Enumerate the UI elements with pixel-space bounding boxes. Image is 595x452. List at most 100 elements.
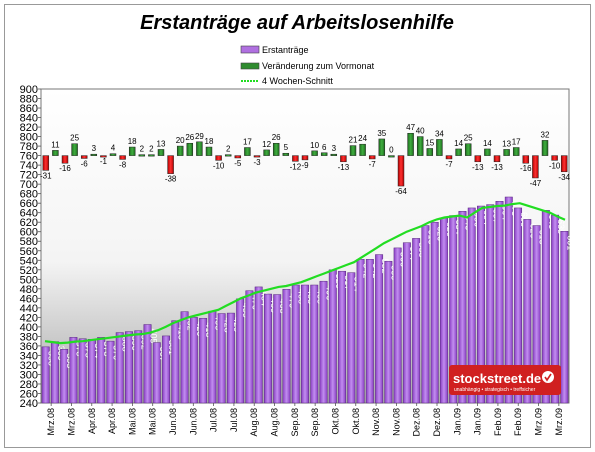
line-series-4-wochen-schnitt <box>44 202 566 345</box>
change-bar <box>61 155 69 164</box>
x-tick-label: Feb.09 <box>493 408 503 436</box>
bar <box>402 242 411 404</box>
chart-svg: Erstanträge auf Arbeitslosenhilfe 240260… <box>20 12 576 437</box>
x-tick-label: Jan.09 <box>452 408 462 435</box>
change-bar <box>42 155 50 171</box>
change-bar <box>455 148 462 156</box>
change-bar <box>503 149 510 156</box>
legend-swatch-erstantraege <box>240 45 260 54</box>
bar <box>78 338 87 404</box>
change-value-label: 4 <box>111 144 116 153</box>
bar <box>263 293 272 404</box>
bar <box>439 217 448 404</box>
change-value-label: -13 <box>338 163 350 172</box>
change-bar <box>416 136 424 156</box>
x-tick-label: Mai.08 <box>127 408 137 435</box>
change-value-label: 2 <box>149 145 154 154</box>
x-tick-label: Mrz.09 <box>534 408 544 436</box>
legend-label-4-wochen-schnitt: 4 Wochen-Schnitt <box>262 76 333 86</box>
x-tick-label: Okt.08 <box>330 408 340 435</box>
bar <box>532 225 541 404</box>
watermark-background <box>449 365 561 395</box>
change-bar <box>186 142 194 156</box>
bar <box>458 211 467 404</box>
bar <box>393 247 402 404</box>
change-value-label: -64 <box>395 187 407 196</box>
change-value-label: -13 <box>472 163 484 172</box>
bar <box>356 259 365 404</box>
y-tick-label: 240 <box>20 398 38 410</box>
bar <box>162 335 171 404</box>
change-value-label: 6 <box>322 143 327 152</box>
y-tick-label: 460 <box>20 293 38 305</box>
change-value-label: 18 <box>128 137 137 146</box>
change-value-label: 13 <box>157 139 166 148</box>
x-tick-label: Okt.08 <box>351 408 361 435</box>
change-value-label: 25 <box>70 134 79 143</box>
change-value-label: 14 <box>454 139 463 148</box>
y-tick-label: 500 <box>20 274 38 286</box>
change-bar <box>253 155 261 158</box>
bar <box>338 270 347 404</box>
change-value-label: -16 <box>59 164 71 173</box>
change-value-label: 24 <box>358 134 367 143</box>
x-tick-label: Mrz.08 <box>46 408 56 436</box>
y-tick-label: 440 <box>20 303 38 315</box>
y-tick-label: 580 <box>20 236 38 248</box>
change-bar <box>224 154 232 157</box>
checkmark-icon <box>542 371 554 383</box>
bar <box>226 312 235 404</box>
bar <box>523 219 532 404</box>
change-bar <box>474 155 482 163</box>
chart-frame: Erstanträge auf Arbeitslosenhilfe 240 260… <box>4 4 591 448</box>
bar <box>171 320 180 404</box>
y-tick-label: 820 <box>20 122 38 134</box>
y-tick-label: 300 <box>20 369 38 381</box>
change-value-label: 17 <box>512 138 521 147</box>
x-tick-label: Dez.08 <box>432 408 442 437</box>
change-value-label: -31 <box>40 171 52 180</box>
chart-title: Erstanträge auf Arbeitslosenhilfe <box>140 12 454 34</box>
change-bar <box>292 155 299 162</box>
change-value-label: 15 <box>425 138 434 147</box>
change-bar <box>138 154 146 157</box>
y-tick-label: 760 <box>20 151 38 163</box>
bar <box>310 284 319 404</box>
change-value-label: 17 <box>243 138 252 147</box>
change-bar <box>128 146 136 156</box>
change-value-label: 20 <box>176 136 185 145</box>
y-axis: 2402602803003203403603804004204404604805… <box>20 84 41 410</box>
change-bar <box>196 141 203 156</box>
change-bar <box>349 145 357 156</box>
change-value-label: 25 <box>464 134 473 143</box>
y-tick-label: 780 <box>20 141 38 153</box>
bar <box>115 332 124 404</box>
y-tick-label: 800 <box>20 132 38 144</box>
y-tick-label: 320 <box>20 360 38 372</box>
change-bar <box>541 140 549 156</box>
bar <box>106 340 115 404</box>
bar <box>421 225 430 404</box>
y-tick-label: 640 <box>20 208 38 220</box>
change-value-label: 3 <box>332 144 337 153</box>
bar <box>125 331 133 404</box>
change-bar <box>90 153 98 156</box>
x-tick-label: Feb.09 <box>513 408 523 436</box>
change-value-label: 13 <box>502 139 511 148</box>
bar <box>301 284 309 404</box>
change-value-label: 40 <box>416 127 425 136</box>
x-tick-label: Mrz.08 <box>66 408 76 436</box>
change-value-label: 5 <box>284 143 289 152</box>
change-value-label: 32 <box>541 130 550 139</box>
x-tick-label: Nov.08 <box>391 408 401 436</box>
change-value-label: 0 <box>389 146 394 155</box>
change-value-label: -10 <box>549 161 561 170</box>
bar <box>217 313 226 404</box>
x-tick-label: Sep.08 <box>290 408 300 437</box>
change-bar <box>397 155 405 187</box>
change-value-label: -13 <box>491 163 503 172</box>
change-value-label: -3 <box>253 158 261 167</box>
change-value-label: -16 <box>520 164 532 173</box>
change-bar <box>71 143 78 156</box>
bar <box>328 269 337 404</box>
